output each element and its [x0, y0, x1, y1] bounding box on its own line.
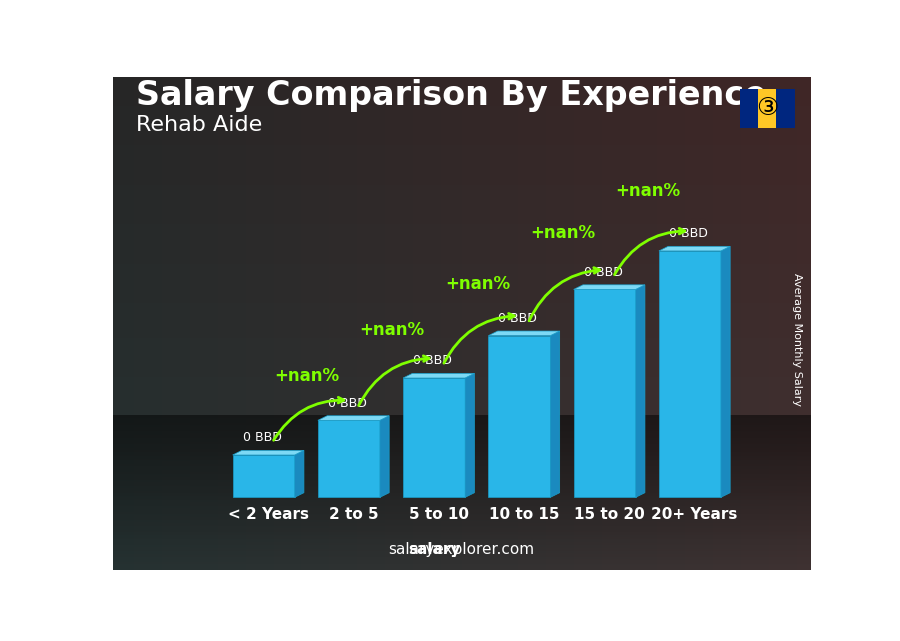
Polygon shape [318, 420, 380, 497]
Text: +nan%: +nan% [274, 367, 339, 385]
Text: 0 BBD: 0 BBD [499, 312, 537, 325]
Text: 10 to 15: 10 to 15 [489, 506, 559, 522]
Text: 0 BBD: 0 BBD [243, 431, 282, 444]
Text: +nan%: +nan% [445, 274, 510, 292]
Polygon shape [489, 336, 551, 497]
Text: Rehab Aide: Rehab Aide [136, 115, 262, 135]
Polygon shape [551, 331, 560, 497]
Polygon shape [465, 373, 474, 497]
Polygon shape [573, 285, 645, 290]
Text: salary: salary [408, 542, 460, 556]
Polygon shape [659, 246, 730, 251]
Bar [740, 89, 759, 128]
Bar [759, 89, 777, 128]
Text: Salary Comparison By Experience: Salary Comparison By Experience [136, 79, 767, 112]
Polygon shape [573, 290, 635, 497]
Text: ③: ③ [756, 97, 778, 121]
Text: +nan%: +nan% [616, 182, 680, 200]
Text: +nan%: +nan% [360, 320, 425, 338]
Text: 20+ Years: 20+ Years [652, 506, 738, 522]
Polygon shape [232, 451, 304, 455]
Text: 0 BBD: 0 BBD [669, 227, 707, 240]
Polygon shape [403, 373, 474, 378]
Text: 0 BBD: 0 BBD [413, 354, 452, 367]
Polygon shape [489, 331, 560, 336]
Bar [777, 89, 795, 128]
Text: < 2 Years: < 2 Years [228, 506, 309, 522]
Text: 5 to 10: 5 to 10 [409, 506, 469, 522]
Polygon shape [635, 285, 645, 497]
Polygon shape [380, 416, 389, 497]
Text: 15 to 20: 15 to 20 [574, 506, 644, 522]
Text: 0 BBD: 0 BBD [328, 397, 367, 410]
Polygon shape [232, 455, 294, 497]
Polygon shape [721, 246, 730, 497]
Polygon shape [294, 451, 304, 497]
Text: Average Monthly Salary: Average Monthly Salary [792, 273, 802, 406]
Text: salaryexplorer.com: salaryexplorer.com [388, 542, 535, 556]
Polygon shape [403, 378, 465, 497]
Text: 0 BBD: 0 BBD [583, 265, 623, 279]
Text: +nan%: +nan% [530, 224, 595, 242]
Text: 2 to 5: 2 to 5 [328, 506, 378, 522]
Polygon shape [659, 251, 721, 497]
Polygon shape [318, 416, 389, 420]
